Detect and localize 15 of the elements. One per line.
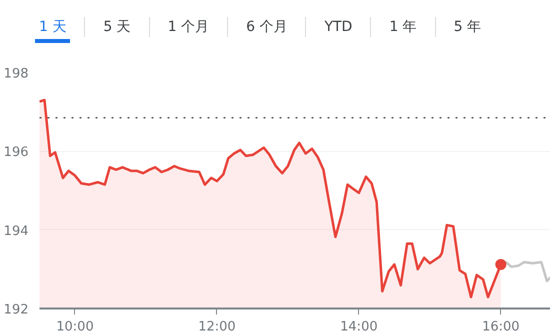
x-tick-label: 12:00 xyxy=(198,320,236,333)
y-tick-label: 196 xyxy=(4,145,29,160)
x-tick-label: 16:00 xyxy=(482,320,520,333)
text: 1 天 xyxy=(35,19,70,43)
text: 5 年 xyxy=(452,19,482,37)
text: 1 个月 xyxy=(166,19,210,37)
y-tick-label: 192 xyxy=(4,302,29,318)
x-tick-label: 14:00 xyxy=(340,320,378,333)
y-tick-label: 198 xyxy=(4,66,29,82)
text: 6 个月 xyxy=(245,19,288,37)
x-tick-label: 10:00 xyxy=(56,320,94,333)
text: 1 年 xyxy=(388,19,418,37)
text: 5 天 xyxy=(102,19,132,37)
text: YTD xyxy=(323,19,354,37)
y-tick-label: 194 xyxy=(4,224,29,239)
